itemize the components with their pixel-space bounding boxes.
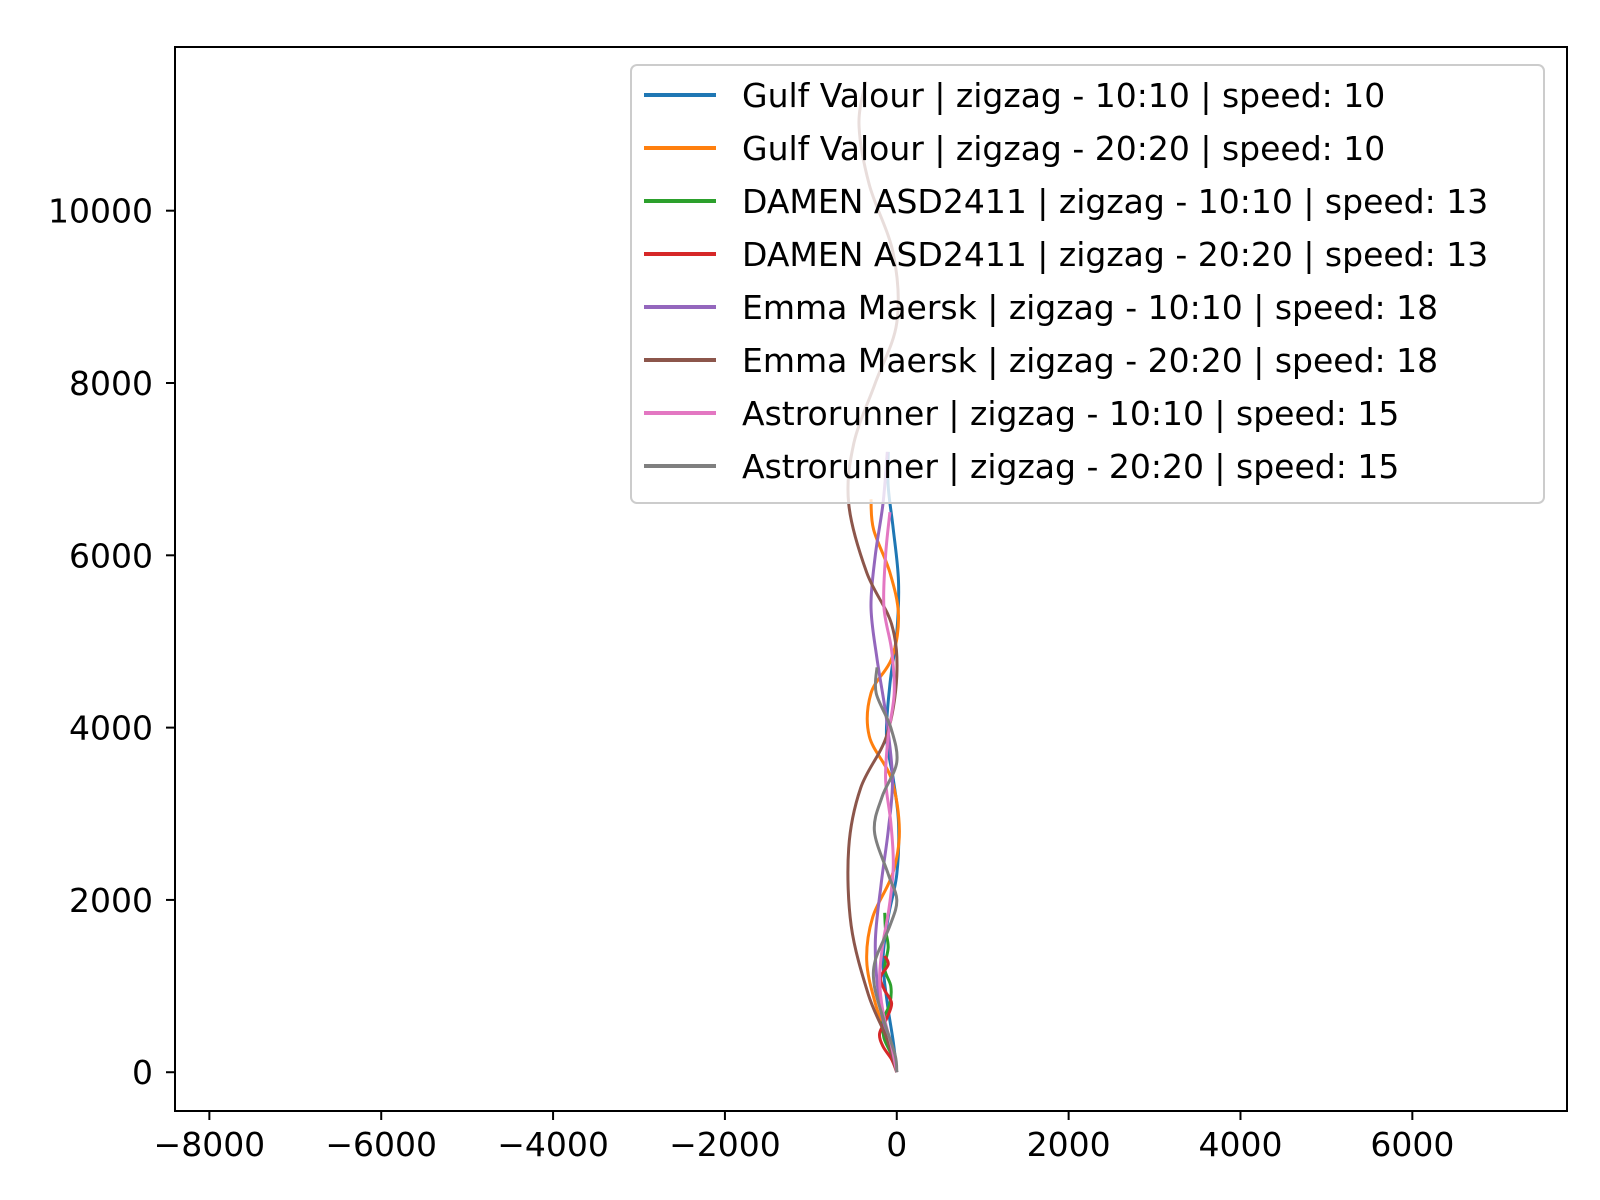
legend: Gulf Valour | zigzag - 10:10 | speed: 10… (630, 64, 1545, 504)
y-tick-label: 0 (132, 1053, 153, 1092)
series-line-7 (878, 512, 899, 1073)
legend-box (630, 64, 1545, 504)
x-tick-label: 6000 (1370, 1125, 1454, 1164)
legend-label-2: Gulf Valour | zigzag - 20:20 | speed: 10 (742, 129, 1385, 168)
legend-label-8: Astrorunner | zigzag - 20:20 | speed: 15 (742, 447, 1399, 486)
plot-frame (174, 46, 1568, 1112)
y-tick-label: 8000 (69, 364, 153, 403)
legend-label-4: DAMEN ASD2411 | zigzag - 20:20 | speed: … (742, 235, 1488, 274)
x-tick-label: 2000 (1027, 1125, 1111, 1164)
axes-layer: −8000 −6000 −4000 −2000 0 2000 4000 6000 0 2000 40… (48, 46, 1568, 1164)
x-tick-label: −2000 (669, 1125, 781, 1164)
legend-label-7: Astrorunner | zigzag - 10:10 | speed: 15 (742, 394, 1399, 433)
x-tick-label: −4000 (497, 1125, 609, 1164)
y-tick-label: 2000 (69, 881, 153, 920)
y-tick-label: 4000 (69, 709, 153, 748)
x-tick-label: 0 (886, 1125, 907, 1164)
legend-label-1: Gulf Valour | zigzag - 10:10 | speed: 10 (742, 76, 1385, 115)
y-tick-label: 6000 (69, 536, 153, 575)
x-tick-label: 4000 (1198, 1125, 1282, 1164)
x-tick-label: −6000 (325, 1125, 437, 1164)
series-line-8 (871, 667, 899, 1073)
x-tick-label: −8000 (154, 1125, 266, 1164)
y-tick-label: 10000 (48, 192, 153, 231)
series-line-3 (880, 912, 899, 1073)
series-line-4 (877, 955, 899, 1073)
legend-label-3: DAMEN ASD2411 | zigzag - 10:10 | speed: … (742, 182, 1488, 221)
legend-label-6: Emma Maersk | zigzag - 20:20 | speed: 18 (742, 341, 1438, 380)
legend-label-5: Emma Maersk | zigzag - 10:10 | speed: 18 (742, 288, 1438, 327)
